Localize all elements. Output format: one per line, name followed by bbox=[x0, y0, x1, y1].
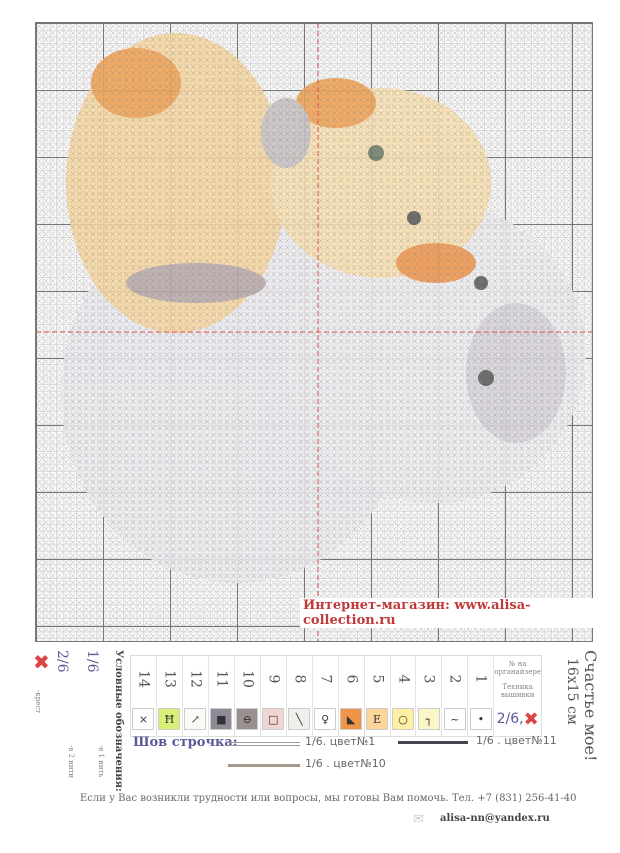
legend-color-14: 14 × bbox=[131, 656, 157, 736]
legend-color-8: 8 ╲ bbox=[287, 656, 313, 736]
legend-color-9: 9 □ bbox=[261, 656, 287, 736]
backstitch-1-text: 1/6. цвет№1 bbox=[305, 735, 376, 748]
shop-link[interactable]: Интернет-магазин: www.alisa-collection.r… bbox=[300, 598, 620, 628]
design-size: 16x15 см bbox=[564, 658, 580, 725]
color-symbol: ♀ bbox=[314, 708, 337, 730]
color-symbol: ↗ bbox=[184, 708, 207, 730]
threads-1-label: -в 1 нить bbox=[97, 745, 105, 778]
legend-color-13: 13 Ħ bbox=[157, 656, 183, 736]
color-symbol: × bbox=[132, 708, 155, 730]
color-symbol: ◣ bbox=[340, 708, 363, 730]
color-symbol: ╲ bbox=[288, 708, 311, 730]
help-text: Если у Вас возникли трудности или вопрос… bbox=[80, 793, 577, 804]
color-symbol: ○ bbox=[392, 708, 414, 730]
technique-label: Техника вышивки bbox=[500, 682, 535, 699]
color-symbol: Е bbox=[366, 708, 389, 730]
legend-color-1: 1 • bbox=[468, 656, 495, 736]
envelope-icon: ✉ bbox=[413, 812, 424, 827]
email-link[interactable]: alisa-nn@yandex.ru bbox=[440, 813, 550, 824]
legend-color-11: 11 ■ bbox=[209, 656, 235, 736]
color-symbol: ■ bbox=[210, 708, 233, 730]
color-number: 1 bbox=[472, 674, 489, 684]
backstitch-11-text: 1/6 . цвет№11 bbox=[476, 734, 557, 747]
backstitch-line-1 bbox=[228, 742, 300, 746]
legend-color-6: 6 ◣ bbox=[339, 656, 365, 736]
cross-2-6: 2/6 bbox=[54, 650, 70, 673]
cross-stitch-chart bbox=[35, 22, 593, 642]
backstitch-line-11 bbox=[398, 741, 468, 744]
color-symbol: ~ bbox=[443, 708, 466, 730]
design-title: Счастье мое! bbox=[581, 650, 600, 762]
backstitch-label: Шов строчка: bbox=[133, 735, 238, 750]
organizer-label: № на органайзере bbox=[494, 659, 541, 676]
legend-color-4: 4 ○ bbox=[391, 656, 417, 736]
technique-value: 2/6, bbox=[496, 711, 524, 727]
color-symbol: ⊖ bbox=[236, 708, 259, 730]
backstitch-line-10 bbox=[228, 764, 300, 767]
cross-1-6: 1/6 bbox=[84, 650, 100, 673]
cross-stitch-icon: ✖ bbox=[33, 650, 50, 674]
color-symbol: • bbox=[469, 708, 492, 730]
legend-color-12: 12 ↗ bbox=[183, 656, 209, 736]
backstitch-10-text: 1/6 . цвет№10 bbox=[305, 757, 386, 770]
legend-color-7: 7 ♀ bbox=[313, 656, 339, 736]
color-symbol: ┐ bbox=[417, 708, 440, 730]
legend-color-3: 3 ┐ bbox=[416, 656, 443, 736]
threads-2-label: -в 2 нити bbox=[67, 745, 75, 779]
color-symbol: Ħ bbox=[158, 708, 181, 730]
legend-header: № на органайзере Техника вышивки 2/6, ✖ bbox=[494, 656, 541, 736]
color-symbol: □ bbox=[262, 708, 285, 730]
legend-color-2: 2 ~ bbox=[442, 656, 469, 736]
color-legend-table: 14 × 13 Ħ 12 ↗ 11 ■ 10 ⊖ 9 □ 8 ╲ 7 ♀ 6 ◣ 5 Е 4 ○ 3 ┐ 2 ~1 • № на ор… bbox=[130, 655, 542, 737]
cats-pattern bbox=[36, 23, 592, 641]
cross-label: -крест bbox=[34, 690, 42, 714]
cross-stitch-icon: ✖ bbox=[523, 708, 539, 730]
legend-color-10: 10 ⊖ bbox=[235, 656, 261, 736]
